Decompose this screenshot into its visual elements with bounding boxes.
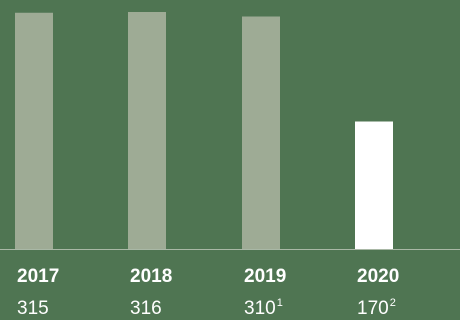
value-label-2017: 315 [17,298,49,319]
bar-2020 [355,121,393,249]
bar-2018 [128,12,166,249]
value-label-2020: 1702 [357,297,396,319]
bar-2017 [15,12,53,249]
year-label-2017: 2017 [17,266,59,287]
footnote-marker: 1 [277,297,283,309]
value-label-2019: 3101 [244,297,283,319]
bar-2019 [242,16,280,249]
year-label-2019: 2019 [244,266,286,287]
value-label-2018: 316 [130,298,162,319]
year-label-2018: 2018 [130,266,172,287]
year-label-2020: 2020 [357,266,399,287]
footnote-marker: 2 [390,297,396,309]
